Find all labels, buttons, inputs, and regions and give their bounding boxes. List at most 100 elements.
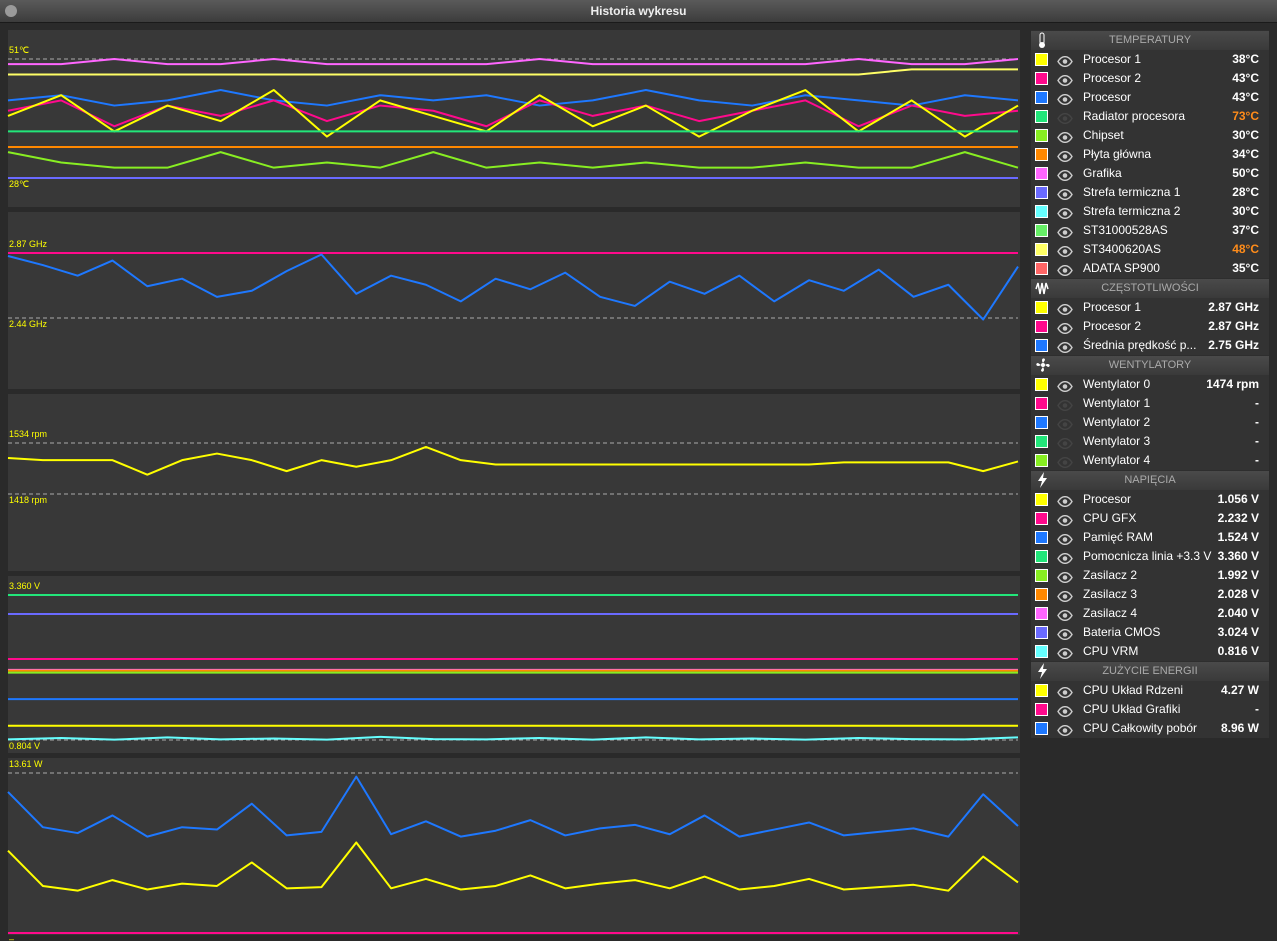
color-swatch[interactable] — [1035, 186, 1048, 199]
close-button[interactable] — [5, 5, 17, 17]
visibility-toggle[interactable] — [1057, 111, 1073, 130]
visibility-toggle[interactable] — [1057, 225, 1073, 244]
sensor-value: 1.992 V — [1217, 568, 1259, 582]
sidebar: TEMPERATURY Procesor 1 38°C Procesor 2 43°C P… — [1031, 30, 1269, 738]
sensor-value: 2.028 V — [1217, 587, 1259, 601]
color-swatch[interactable] — [1035, 148, 1048, 161]
eye-icon — [1057, 303, 1073, 316]
visibility-toggle[interactable] — [1057, 608, 1073, 627]
visibility-toggle[interactable] — [1057, 704, 1073, 723]
eye-icon — [1057, 686, 1073, 699]
visibility-toggle[interactable] — [1057, 340, 1073, 359]
plot-panel — [8, 758, 1020, 935]
color-swatch[interactable] — [1035, 512, 1048, 525]
visibility-toggle[interactable] — [1057, 130, 1073, 149]
visibility-toggle[interactable] — [1057, 494, 1073, 513]
sensor-value: 1474 rpm — [1206, 377, 1259, 391]
color-swatch[interactable] — [1035, 645, 1048, 658]
sensor-value: 0.816 V — [1217, 644, 1259, 658]
color-swatch[interactable] — [1035, 72, 1048, 85]
sensor-name: Zasilacz 2 — [1083, 568, 1138, 582]
visibility-toggle[interactable] — [1057, 723, 1073, 742]
y-tick-label: 1534 rpm — [9, 429, 47, 439]
section-icon — [1038, 472, 1047, 488]
visibility-toggle[interactable] — [1057, 168, 1073, 187]
color-swatch[interactable] — [1035, 435, 1048, 448]
sensor-value: - — [1255, 453, 1259, 467]
color-swatch[interactable] — [1035, 607, 1048, 620]
color-swatch[interactable] — [1035, 531, 1048, 544]
color-swatch[interactable] — [1035, 167, 1048, 180]
sensor-value: 2.87 GHz — [1208, 319, 1259, 333]
visibility-toggle[interactable] — [1057, 513, 1073, 532]
color-swatch[interactable] — [1035, 626, 1048, 639]
color-swatch[interactable] — [1035, 378, 1048, 391]
visibility-toggle[interactable] — [1057, 206, 1073, 225]
color-swatch[interactable] — [1035, 339, 1048, 352]
section-header: NAPIĘCIA — [1031, 471, 1269, 490]
visibility-toggle[interactable] — [1057, 149, 1073, 168]
visibility-toggle[interactable] — [1057, 321, 1073, 340]
color-swatch[interactable] — [1035, 301, 1048, 314]
sensor-name: Wentylator 4 — [1083, 453, 1151, 467]
plot-panel — [8, 30, 1020, 207]
color-swatch[interactable] — [1035, 416, 1048, 429]
visibility-toggle[interactable] — [1057, 627, 1073, 646]
color-swatch[interactable] — [1035, 550, 1048, 563]
visibility-toggle[interactable] — [1057, 532, 1073, 551]
color-swatch[interactable] — [1035, 454, 1048, 467]
sensor-value: 4.27 W — [1220, 683, 1259, 697]
eye-icon — [1057, 552, 1073, 565]
color-swatch[interactable] — [1035, 53, 1048, 66]
visibility-toggle[interactable] — [1057, 187, 1073, 206]
color-swatch[interactable] — [1035, 569, 1048, 582]
color-swatch[interactable] — [1035, 110, 1048, 123]
visibility-toggle[interactable] — [1057, 646, 1073, 665]
sensor-value: 73°C — [1232, 109, 1259, 123]
visibility-toggle[interactable] — [1057, 417, 1073, 436]
section-header: TEMPERATURY — [1031, 31, 1269, 50]
color-swatch[interactable] — [1035, 224, 1048, 237]
series-line — [7, 151, 1019, 169]
color-swatch[interactable] — [1035, 205, 1048, 218]
sensor-value: 35°C — [1232, 261, 1259, 275]
eye-icon — [1057, 131, 1073, 144]
visibility-toggle[interactable] — [1057, 73, 1073, 92]
section-icon — [1039, 32, 1045, 48]
visibility-toggle[interactable] — [1057, 589, 1073, 608]
visibility-toggle[interactable] — [1057, 92, 1073, 111]
color-swatch[interactable] — [1035, 722, 1048, 735]
color-swatch[interactable] — [1035, 703, 1048, 716]
visibility-toggle[interactable] — [1057, 244, 1073, 263]
color-swatch[interactable] — [1035, 262, 1048, 275]
visibility-toggle[interactable] — [1057, 685, 1073, 704]
color-swatch[interactable] — [1035, 493, 1048, 506]
plots: 28℃ 51℃ 2.44 GHz 2.87 GHz 1418 rpm 1534 rpm 0.… — [7, 30, 1020, 941]
color-swatch[interactable] — [1035, 320, 1048, 333]
sensor-row: CPU Całkowity pobór 8.96 W — [1031, 719, 1269, 738]
visibility-toggle[interactable] — [1057, 302, 1073, 321]
visibility-toggle[interactable] — [1057, 379, 1073, 398]
visibility-toggle[interactable] — [1057, 436, 1073, 455]
sensor-value: 37°C — [1232, 223, 1259, 237]
y-tick-label: 2.87 GHz — [9, 239, 48, 249]
color-swatch[interactable] — [1035, 243, 1048, 256]
visibility-toggle[interactable] — [1057, 455, 1073, 474]
color-swatch[interactable] — [1035, 397, 1048, 410]
visibility-toggle[interactable] — [1057, 54, 1073, 73]
sensor-value: - — [1255, 434, 1259, 448]
color-swatch[interactable] — [1035, 91, 1048, 104]
eye-icon — [1057, 609, 1073, 622]
plot-panel — [8, 576, 1020, 753]
color-swatch[interactable] — [1035, 588, 1048, 601]
visibility-toggle[interactable] — [1057, 551, 1073, 570]
color-swatch[interactable] — [1035, 129, 1048, 142]
sensor-row: ST31000528AS 37°C — [1031, 221, 1269, 240]
sensor-name: Radiator procesora — [1083, 109, 1186, 123]
color-swatch[interactable] — [1035, 684, 1048, 697]
section-header: WENTYLATORY — [1031, 356, 1269, 375]
visibility-toggle[interactable] — [1057, 398, 1073, 417]
sensor-name: Pomocnicza linia +3.3 V — [1083, 549, 1212, 563]
visibility-toggle[interactable] — [1057, 570, 1073, 589]
visibility-toggle[interactable] — [1057, 263, 1073, 282]
